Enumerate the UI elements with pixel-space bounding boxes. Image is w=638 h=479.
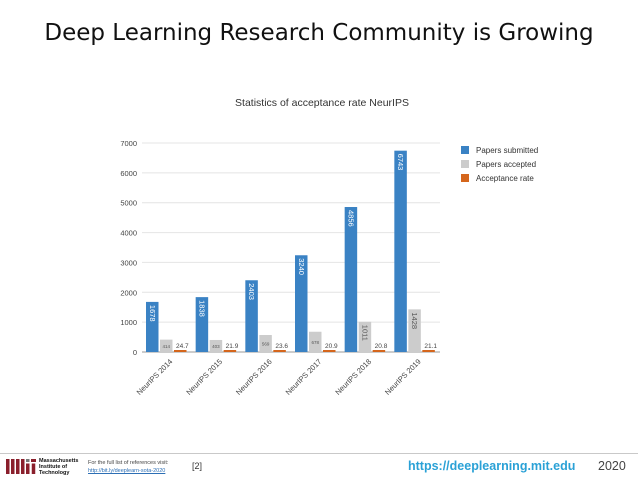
y-tick-label: 3000 (120, 258, 137, 267)
bar-acceptance-rate (273, 350, 286, 352)
bar-papers-accepted (209, 339, 223, 352)
bar-value-label: 678 (311, 340, 319, 345)
x-tick-label: NeurIPS 2017 (284, 357, 324, 397)
course-website-link[interactable]: https://deeplearning.mit.edu (408, 459, 576, 473)
bar-papers-submitted (344, 207, 358, 352)
footer-year: 2020 (598, 459, 626, 473)
bar-papers-submitted (195, 297, 209, 352)
bar-value-label: 569 (262, 342, 270, 347)
bar-papers-submitted (245, 280, 258, 352)
bar-papers-accepted (358, 321, 372, 352)
bar-value-label: 414 (162, 344, 170, 349)
y-tick-label: 4000 (120, 229, 137, 238)
x-tick-label: NeurIPS 2015 (184, 357, 224, 397)
bar-value-label: 21.9 (226, 343, 239, 350)
bar-papers-submitted (295, 255, 308, 352)
y-tick-label: 6000 (120, 169, 137, 178)
bar-acceptance-rate (323, 350, 336, 352)
y-tick-label: 5000 (120, 199, 137, 208)
bar-value-label: 1011 (360, 325, 369, 341)
bar-papers-accepted (408, 309, 421, 352)
bar-acceptance-rate (174, 350, 187, 352)
x-tick-label: NeurIPS 2016 (234, 357, 274, 397)
chart-bars: 1678 414 24.7 1838 403 21.9 2403 569 23.6 3240 678… (146, 150, 437, 352)
bar-value-label: 23.6 (275, 343, 288, 350)
legend-label: Papers accepted (476, 160, 536, 169)
bar-value-label: 21.1 (424, 343, 437, 350)
legend-swatch (461, 146, 469, 154)
y-tick-label: 0 (133, 348, 137, 357)
legend-label: Acceptance rate (476, 174, 534, 183)
x-tick-label: NeurIPS 2018 (333, 357, 373, 397)
y-tick-label: 2000 (120, 288, 137, 297)
references-note: For the full list of references visit: h… (88, 460, 169, 474)
institution-name: Massachusetts Institute of Technology (39, 458, 79, 476)
bar-papers-submitted (146, 301, 159, 352)
bar-papers-submitted (394, 150, 407, 352)
bar-value-label: 1838 (197, 300, 206, 317)
legend-swatch (461, 160, 469, 168)
slide-title: Deep Learning Research Community is Grow… (44, 20, 594, 46)
x-tick-label: NeurIPS 2019 (383, 357, 423, 397)
legend-label: Papers submitted (476, 146, 538, 155)
chart-axes: 0 1000 2000 3000 4000 5000 6000 7000 NeurIPS 201… (120, 139, 422, 397)
references-link[interactable]: http://bit.ly/deeplearn-sota-2020 (88, 468, 166, 474)
bar-value-label: 1428 (410, 312, 419, 329)
x-tick-label: NeurIPS 2014 (135, 357, 175, 397)
bar-papers-accepted (309, 331, 322, 352)
bar-value-label: 20.9 (325, 343, 338, 350)
bar-value-label: 24.7 (176, 343, 189, 350)
bar-value-label: 6743 (396, 154, 405, 171)
bar-value-label: 2403 (247, 283, 256, 300)
bar-value-label: 403 (212, 344, 220, 349)
chart-legend: Papers submitted Papers accepted Acceptanc… (461, 146, 538, 183)
chart-title: Statistics of acceptance rate NeurIPS (235, 97, 409, 109)
reference-number: [2] (192, 461, 203, 471)
y-tick-label: 7000 (120, 139, 137, 148)
chart-grid (142, 142, 440, 353)
bar-papers-accepted (259, 335, 272, 352)
bar-acceptance-rate (422, 350, 435, 352)
footer-divider (0, 453, 638, 454)
legend-swatch (461, 174, 469, 182)
bar-value-label: 20.8 (375, 343, 388, 350)
neurips-bar-chart: Statistics of acceptance rate NeurIPS 16… (120, 97, 538, 397)
y-tick-label: 1000 (120, 318, 137, 327)
mit-logo-icon (6, 459, 36, 474)
bar-value-label: 1678 (148, 305, 157, 322)
bar-acceptance-rate (223, 350, 237, 352)
bar-papers-accepted (160, 339, 173, 352)
bar-value-label: 3240 (297, 258, 306, 275)
bar-acceptance-rate (372, 350, 386, 352)
bar-value-label: 4856 (346, 210, 355, 227)
